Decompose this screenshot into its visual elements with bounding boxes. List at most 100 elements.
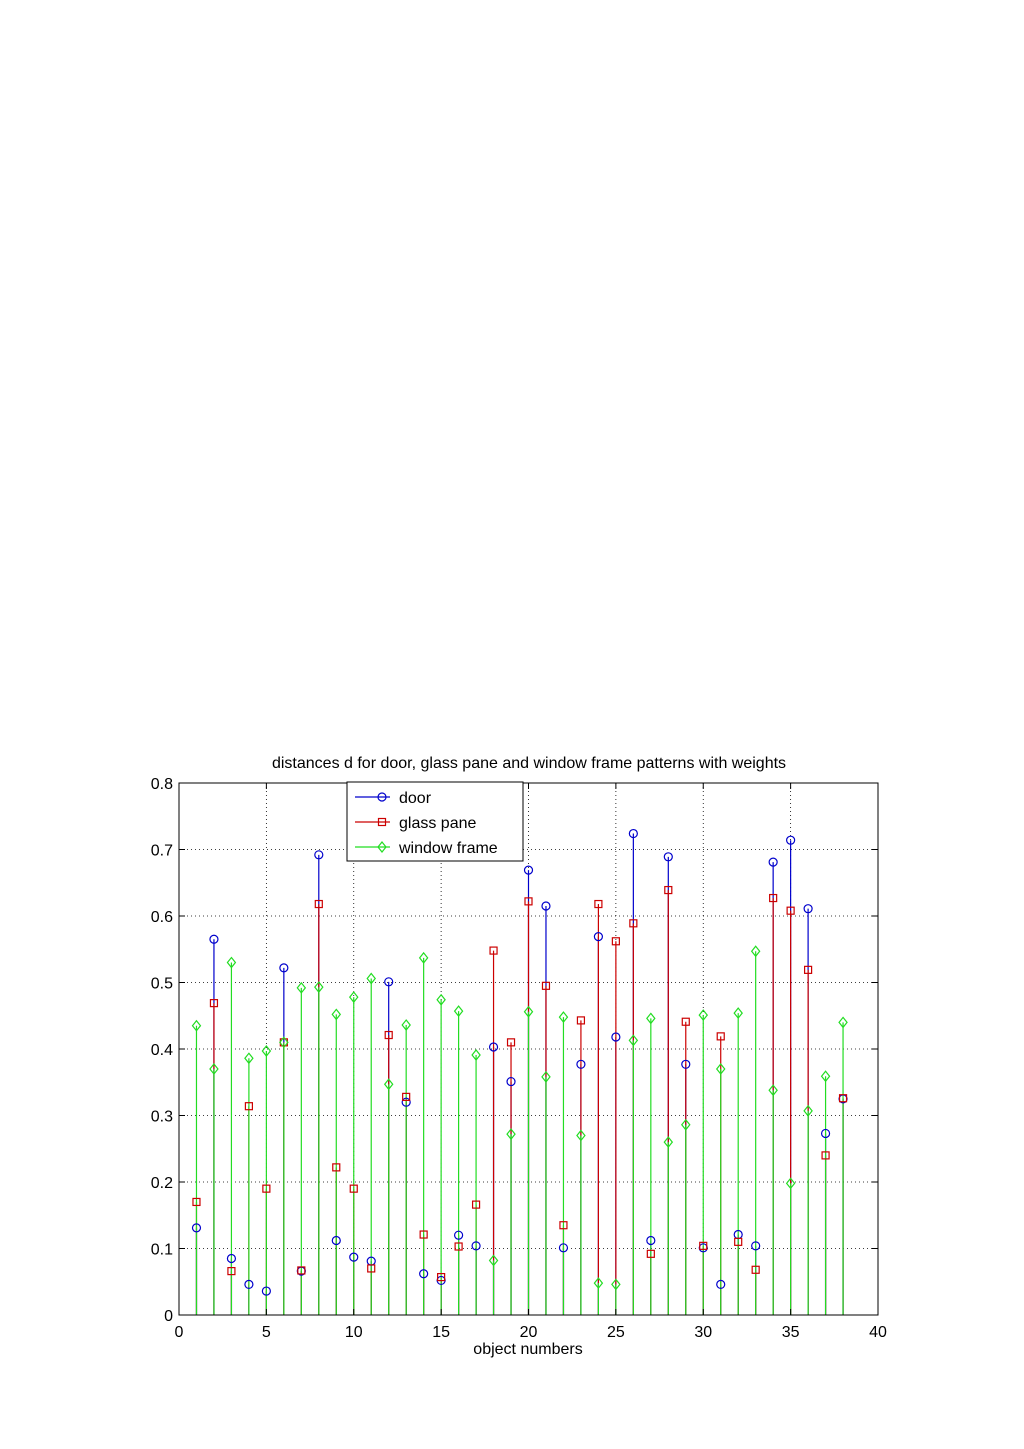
door-point: [471, 1241, 481, 1251]
y-tick-label: 0.6: [151, 909, 173, 926]
glass-pane-point: [803, 965, 813, 974]
window-frame-point: [453, 1005, 464, 1018]
glass-pane-point: [629, 919, 638, 928]
window-frame-point: [715, 1062, 726, 1075]
door-point: [523, 865, 534, 875]
window-frame-point: [244, 1052, 254, 1065]
y-tick-label: 0.8: [151, 776, 173, 793]
x-tick-label: 5: [262, 1324, 271, 1341]
door-point: [611, 1032, 621, 1042]
glass-pane-point: [384, 1030, 393, 1040]
legend: door glass pane window frame: [346, 781, 524, 862]
glass-pane-point: [209, 999, 219, 1008]
window-frame-point: [785, 1177, 796, 1190]
door-point: [716, 1279, 726, 1290]
door-point: [663, 852, 673, 862]
window-frame-point: [471, 1049, 481, 1061]
window-frame-point: [646, 1012, 656, 1025]
window-frame-point: [488, 1254, 499, 1267]
markers-layer: [191, 828, 848, 1296]
door-point: [593, 932, 604, 942]
glass-pane-point: [437, 1272, 446, 1282]
x-tick-label: 10: [345, 1324, 363, 1341]
door-point: [209, 934, 219, 944]
x-tick-label: 25: [607, 1324, 625, 1341]
window-frame-point: [418, 951, 429, 964]
glass-pane-point: [821, 1151, 830, 1160]
legend-marker-window-frame: [377, 841, 387, 853]
door-point: [401, 1097, 411, 1107]
window-frame-point: [436, 993, 446, 1006]
door-point: [820, 1128, 831, 1139]
window-frame-point: [698, 1009, 709, 1022]
glass-pane-point: [646, 1249, 655, 1258]
window-frame-point: [838, 1016, 848, 1029]
y-tick-label: 0.5: [151, 976, 173, 993]
window-frame-point: [401, 1019, 411, 1032]
window-frame-point: [279, 1036, 289, 1049]
door-point: [646, 1235, 656, 1246]
door-point: [803, 904, 813, 914]
glass-pane-point: [367, 1264, 376, 1273]
legend-label-glass-pane: glass pane: [399, 815, 476, 832]
window-frame-point: [261, 1045, 272, 1057]
glass-pane-point: [751, 1265, 760, 1274]
x-tick-label: 0: [175, 1324, 184, 1341]
door-point: [191, 1223, 202, 1233]
window-frame-point: [628, 1034, 639, 1047]
door-point: [786, 835, 796, 845]
window-frame-point: [366, 972, 376, 985]
legend-marker-glass-pane: [377, 817, 387, 827]
glass-pane-point: [314, 899, 323, 909]
window-frame-point: [611, 1278, 621, 1291]
door-point: [488, 1042, 499, 1052]
window-frame-point: [209, 1062, 219, 1075]
window-frame-point: [733, 1007, 743, 1020]
chart-title: distances d for door, glass pane and win…: [272, 755, 786, 772]
glass-pane-point: [489, 946, 498, 955]
glass-pane-point: [559, 1221, 568, 1230]
glass-pane-point: [611, 937, 620, 946]
glass-pane-point: [349, 1184, 358, 1193]
y-tick-label: 0: [164, 1308, 173, 1325]
door-point: [681, 1059, 691, 1069]
door-point: [628, 828, 638, 839]
glass-pane-point: [769, 893, 778, 903]
x-tick-label: 35: [782, 1324, 800, 1341]
window-frame-point: [558, 1011, 569, 1024]
door-point: [751, 1241, 761, 1251]
window-frame-point: [383, 1078, 394, 1091]
glass-pane-point: [262, 1184, 271, 1193]
x-tick-label: 30: [694, 1324, 712, 1341]
glass-pane-point: [332, 1163, 341, 1172]
door-point: [576, 1059, 586, 1069]
glass-pane-point: [716, 1032, 725, 1041]
ticks-layer: 0 5 10 15 20 25 30 35 40 0 0.1 0.2 0.3 0.4 0.5 0.6 0.7 0.…: [151, 776, 887, 1341]
x-tick-label: 20: [520, 1324, 538, 1341]
window-frame-point: [541, 1070, 551, 1083]
glass-pane-point: [419, 1230, 428, 1239]
x-tick-label: 40: [869, 1324, 887, 1341]
grid-layer: [179, 783, 878, 1315]
glass-pane-point: [227, 1267, 236, 1276]
glass-pane-point: [838, 1094, 848, 1103]
door-point: [331, 1235, 341, 1246]
glass-pane-point: [402, 1092, 411, 1101]
door-point: [261, 1286, 271, 1296]
legend-items: door glass pane window frame: [355, 790, 498, 857]
door-point: [279, 963, 289, 973]
glass-pane-point: [471, 1200, 481, 1209]
y-tick-label: 0.1: [151, 1242, 173, 1259]
glass-pane-point: [786, 906, 795, 915]
glass-pane-point: [734, 1237, 743, 1246]
window-frame-point: [191, 1019, 202, 1032]
legend-label-door: door: [399, 790, 432, 807]
window-frame-point: [348, 991, 359, 1004]
glass-pane-point: [681, 1017, 690, 1026]
window-frame-point: [296, 981, 307, 994]
door-point: [506, 1076, 516, 1087]
glass-pane-point: [524, 897, 533, 906]
window-frame-point: [576, 1129, 586, 1142]
glass-pane-point: [541, 981, 551, 990]
door-point: [244, 1279, 254, 1290]
